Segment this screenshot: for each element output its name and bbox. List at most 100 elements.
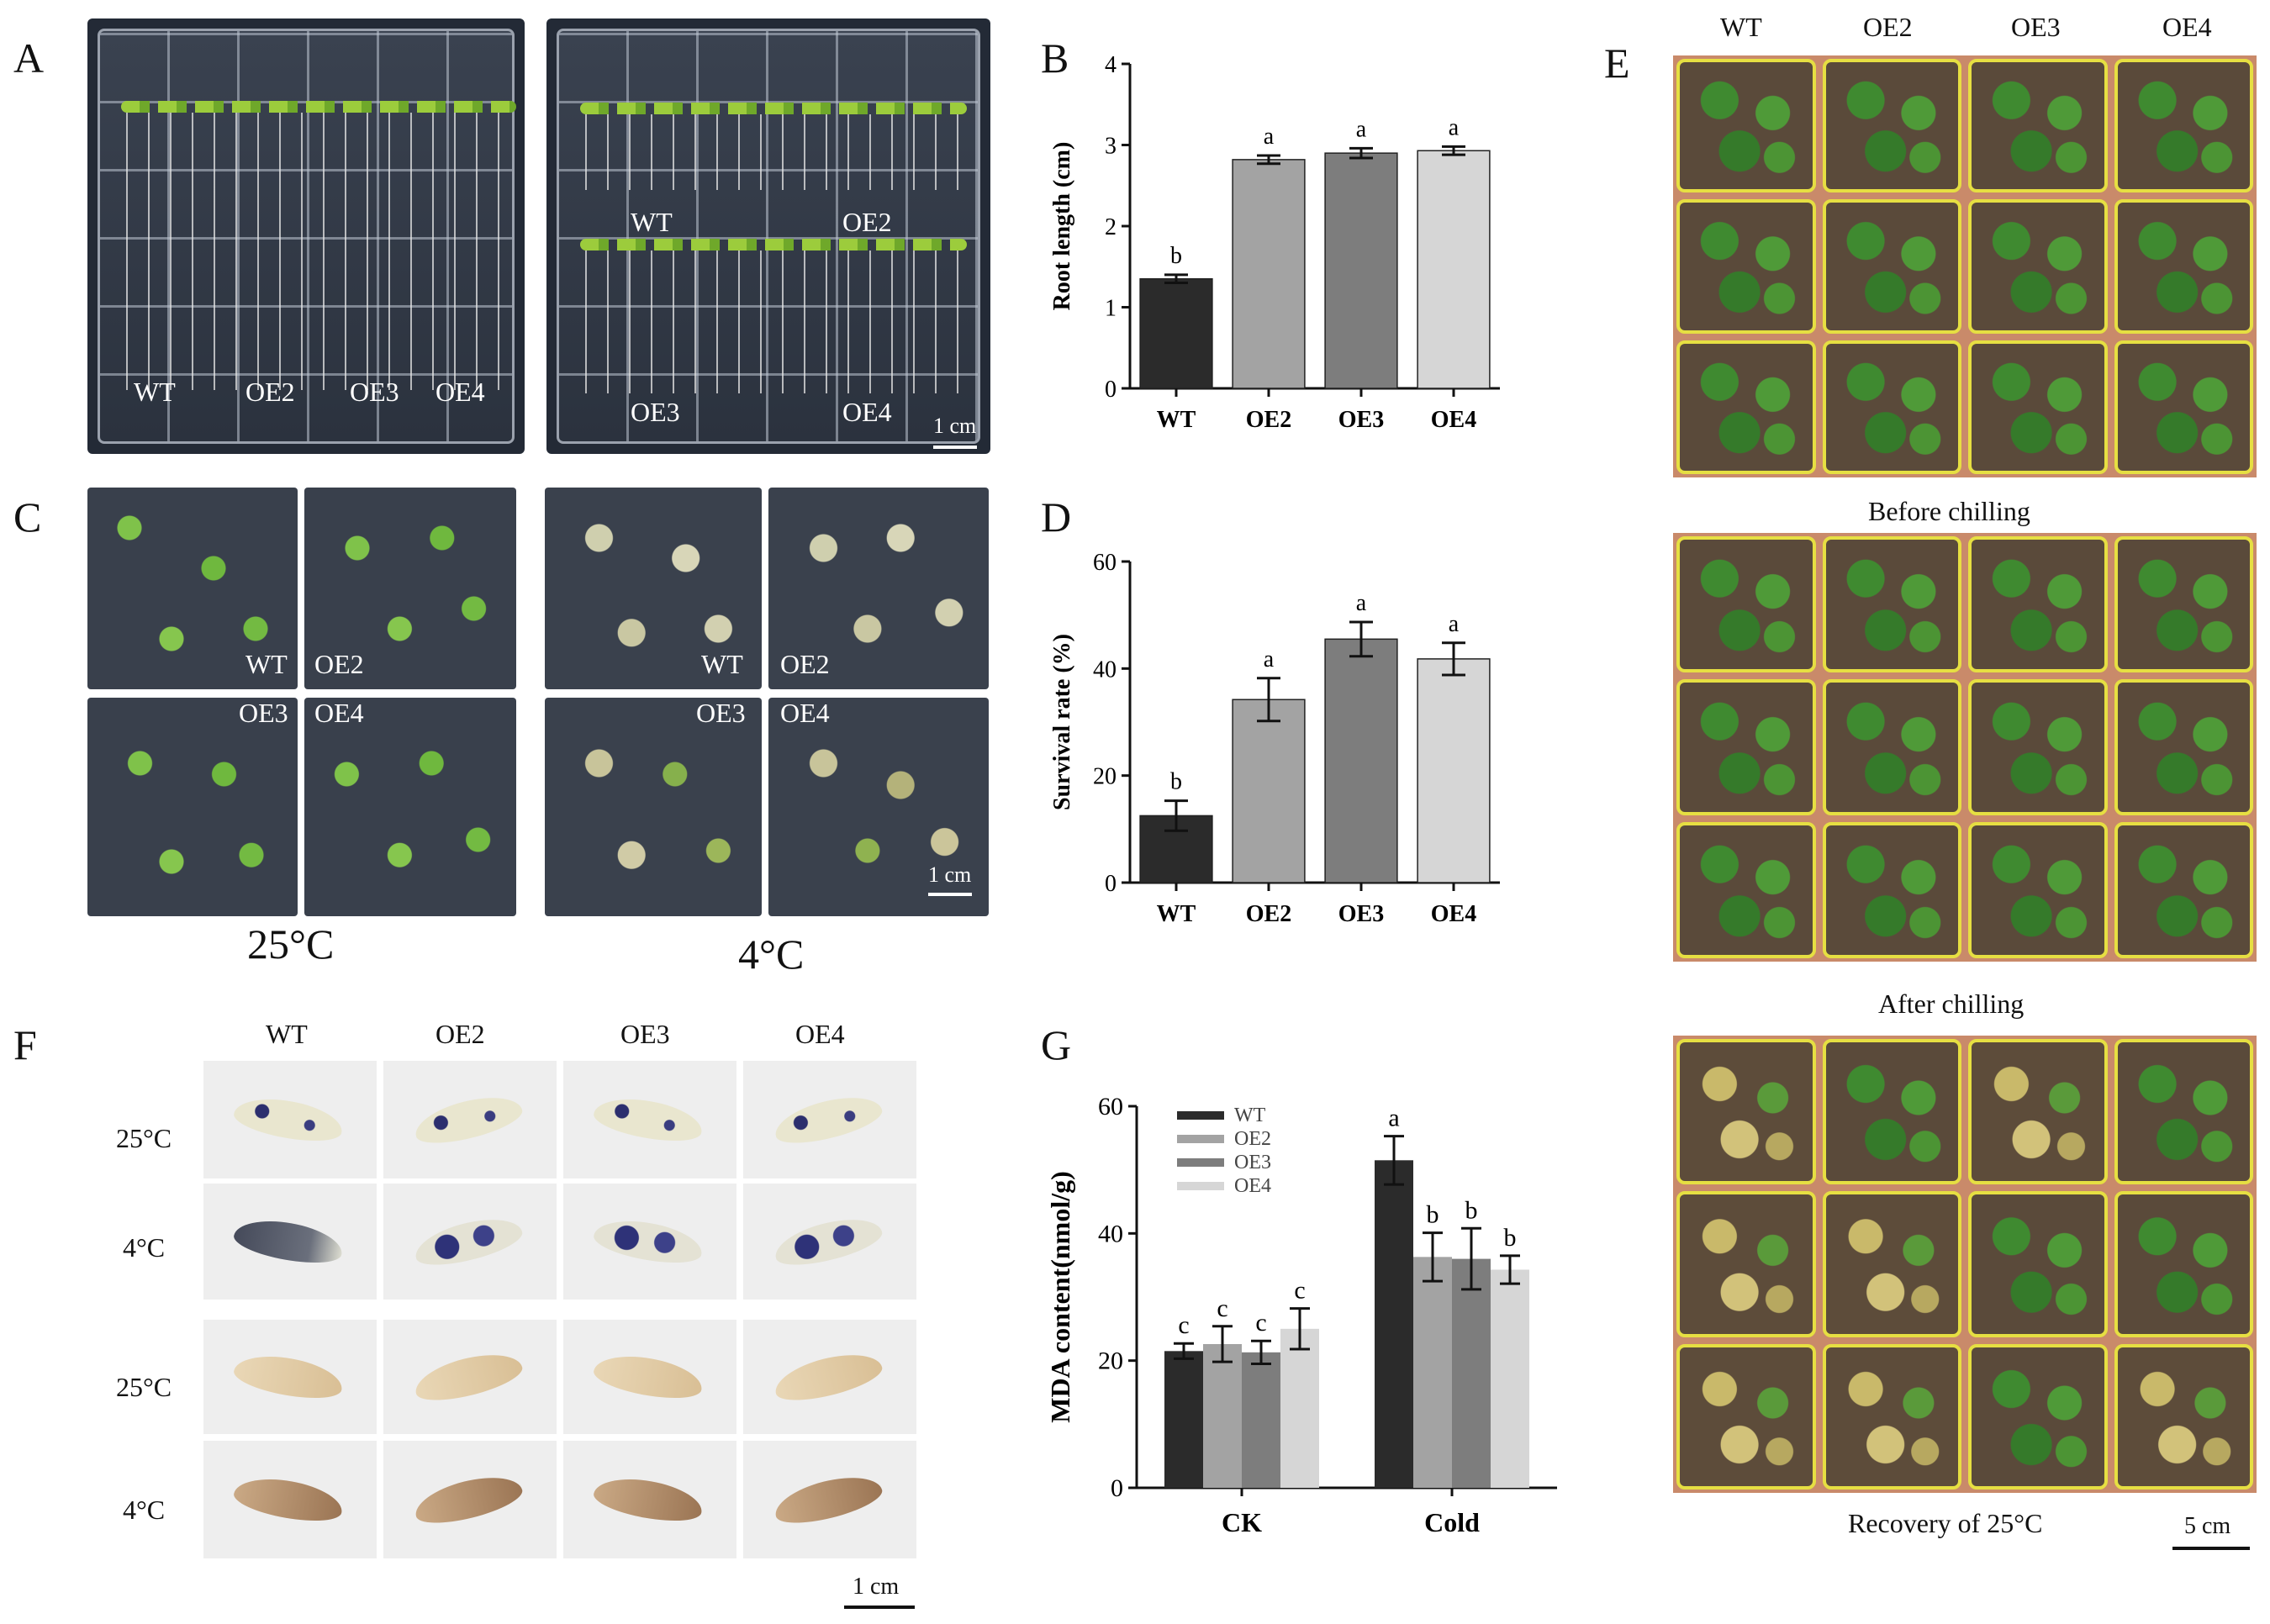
significance-letter: b <box>1427 1201 1439 1229</box>
root-strands <box>126 113 513 390</box>
leaf-photo <box>383 1184 557 1300</box>
plate-label-oe2: OE2 <box>245 377 295 407</box>
plant-pot <box>1968 199 2108 334</box>
condition-label-4c: 4°C <box>738 931 805 978</box>
y-tick-label: 60 <box>1093 550 1117 576</box>
plate-label-oe3: OE3 <box>350 377 399 407</box>
plate-group-4c: WT OE2 OE3 OE4 1 cm <box>545 488 989 916</box>
x-tick-label: CK <box>1222 1507 1262 1537</box>
leaf-col-label-oe2: OE2 <box>436 1019 485 1049</box>
quad-label-oe2: OE2 <box>314 649 364 679</box>
panel-label-e: E <box>1604 40 1630 87</box>
leaf-photo <box>563 1061 736 1178</box>
y-tick-label: 20 <box>1098 1347 1123 1375</box>
plant-pot <box>1822 679 1961 815</box>
legend-label: OE2 <box>1234 1128 1271 1150</box>
plant-pot <box>2114 679 2253 815</box>
plant-pot <box>1676 199 1816 334</box>
plant-pot <box>2114 1191 2253 1337</box>
bar-oe4 <box>1417 150 1491 389</box>
x-tick-label: OE3 <box>1338 407 1384 433</box>
x-tick-label: Cold <box>1424 1507 1480 1537</box>
scale-label: 5 cm <box>2184 1513 2231 1539</box>
bar-oe2 <box>1232 699 1306 883</box>
quad-oe4-25c <box>304 698 516 916</box>
legend-swatch <box>1177 1182 1224 1190</box>
plant-pot <box>1676 679 1816 815</box>
x-tick-label: WT <box>1157 407 1196 433</box>
bar-oe4-cold <box>1491 1269 1529 1488</box>
seedling-row-top <box>580 103 967 114</box>
seedling-row-bottom <box>580 239 967 250</box>
x-tick-label: OE2 <box>1246 407 1291 433</box>
bar-oe3-ck <box>1242 1352 1280 1488</box>
quad-label-oe4: OE4 <box>780 698 830 728</box>
y-tick-label: 20 <box>1093 764 1117 790</box>
plate-group-25c: WT OE2 OE3 OE4 <box>87 488 516 916</box>
quad-label-oe4: OE4 <box>314 698 364 728</box>
leaf <box>591 1092 705 1147</box>
leaf-photo <box>563 1320 736 1434</box>
quad-wt-25c <box>87 488 298 689</box>
tray-col-label-oe3: OE3 <box>2011 12 2061 42</box>
leaf-col-label-oe3: OE3 <box>620 1019 670 1049</box>
quad-oe3-4c <box>545 698 762 916</box>
x-tick-label: OE4 <box>1431 407 1476 433</box>
leaf <box>591 1472 705 1527</box>
plate-photo-2: WT OE2 OE3 OE4 1 cm <box>546 18 990 454</box>
scale-bar <box>933 446 977 449</box>
quad-oe2-4c <box>768 488 989 689</box>
leaf <box>410 1345 526 1409</box>
legend-label: OE3 <box>1234 1152 1271 1173</box>
leaf-photo <box>383 1320 557 1434</box>
plate-label-oe4: OE4 <box>436 377 485 407</box>
quad-label-wt: WT <box>701 649 743 679</box>
quad-oe2-25c <box>304 488 516 689</box>
quad-wt-4c <box>545 488 762 689</box>
condition-label-25c: 25°C <box>247 920 335 968</box>
leaf-photo <box>743 1061 916 1178</box>
tray-col-label-oe2: OE2 <box>1863 12 1913 42</box>
x-tick-label: WT <box>1157 901 1196 927</box>
plant-pot <box>1676 1343 1816 1490</box>
root-strands-top <box>585 114 963 190</box>
plant-pot <box>2114 199 2253 334</box>
significance-letter: c <box>1178 1311 1189 1339</box>
caption-recovery: Recovery of 25°C <box>1848 1508 2043 1538</box>
quad-label-oe3: OE3 <box>696 698 746 728</box>
bar-oe2-cold <box>1413 1257 1452 1488</box>
bar-oe4 <box>1417 658 1491 883</box>
bar-wt <box>1139 277 1213 389</box>
y-tick-label: 1 <box>1105 296 1117 322</box>
plant-pot <box>1676 822 1816 958</box>
legend-label: OE4 <box>1234 1175 1271 1197</box>
leaf-photo <box>563 1441 736 1558</box>
panel-label-g: G <box>1041 1021 1072 1068</box>
y-tick-label: 0 <box>1105 377 1117 403</box>
leaf <box>410 1468 526 1532</box>
x-tick-label: OE2 <box>1246 901 1291 927</box>
leaf-photo <box>203 1441 377 1558</box>
x-tick-label: OE4 <box>1431 901 1476 927</box>
quad-oe4-4c <box>768 698 989 916</box>
significance-letter: a <box>1388 1105 1399 1132</box>
y-tick-label: 3 <box>1105 134 1117 160</box>
legend-label: WT <box>1234 1105 1266 1126</box>
bar-oe3-cold <box>1452 1258 1491 1488</box>
plant-pot <box>1968 679 2108 815</box>
plate-label-oe2: OE2 <box>842 207 892 237</box>
chart-root-length: 0 1 2 3 4 Root length (cm) b WT a OE2 a OE3 a OE4 <box>1049 52 1500 433</box>
leaf <box>591 1214 705 1269</box>
caption-before-chilling: Before chilling <box>1868 496 2030 526</box>
leaf-photo <box>203 1184 377 1300</box>
plant-pot <box>2114 1343 2253 1490</box>
plant-pot <box>1676 1191 1816 1337</box>
legend-swatch <box>1177 1135 1224 1143</box>
root-strands-bottom <box>585 250 963 393</box>
y-axis-label: Survival rate (%) <box>1049 634 1075 810</box>
legend-swatch <box>1177 1158 1224 1167</box>
significance-letter: c <box>1294 1277 1305 1305</box>
y-tick-label: 0 <box>1105 871 1117 897</box>
leaf-photo <box>743 1184 916 1300</box>
